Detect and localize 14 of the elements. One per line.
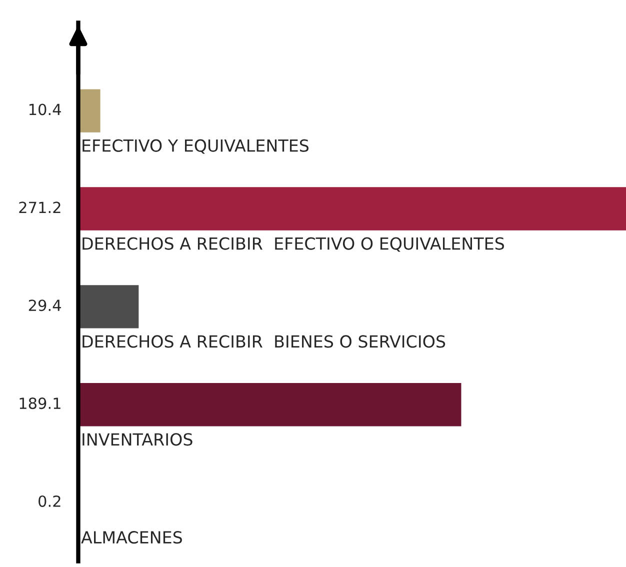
data-label: 10.4 [29,104,61,116]
data-label: 29.4 [28,300,61,312]
data-label: 189.1 [20,398,60,410]
bar [78,187,626,230]
data-label: 271.2 [19,202,60,213]
y-tick-label: EFECTIVO Y EQUIVALENTES [82,139,309,154]
bar [78,383,462,426]
y-tick-label: INVENTARIOS [82,433,192,446]
y-tick-label: DERECHOS A RECIBIR BIENES O SERVICIOS [82,335,446,348]
data-label: 0.2 [38,495,60,507]
y-tick-label: DERECHOS A RECIBIR EFECTIVO O EQUIVALENTES [82,237,504,252]
bar [78,89,100,132]
y-tick-label: ALMACENES [81,531,182,544]
bar [78,285,139,328]
